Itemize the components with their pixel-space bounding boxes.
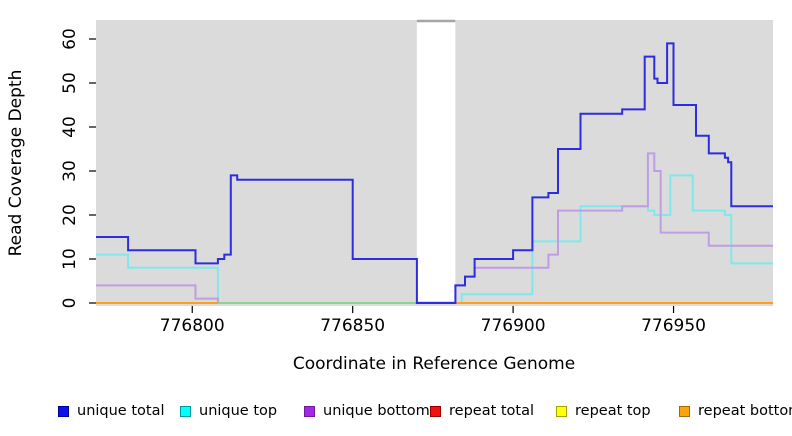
y-tick-label: 30 xyxy=(60,160,80,182)
legend-item-repeat-total: repeat total xyxy=(430,403,534,419)
series-unique-total xyxy=(96,42,773,304)
series-unique-top xyxy=(96,174,773,304)
y-axis-title: Read Coverage Depth xyxy=(6,69,26,257)
legend-item-unique-top: unique top xyxy=(180,403,277,419)
legend-label: repeat total xyxy=(449,403,535,419)
legend-item-unique-total: unique total xyxy=(58,403,165,419)
legend-item-repeat-top: repeat top xyxy=(556,403,651,419)
x-axis-title: Coordinate in Reference Genome xyxy=(292,354,576,374)
legend-label: repeat bottom xyxy=(698,403,792,419)
legend-label: unique top xyxy=(199,403,278,419)
y-tick-label: 40 xyxy=(60,116,80,138)
x-tick-label: 776950 xyxy=(641,316,706,336)
legend-label: unique bottom xyxy=(323,403,430,419)
x-tick-label: 776800 xyxy=(160,316,225,336)
legend-swatch-icon xyxy=(304,405,315,417)
legend-label: repeat top xyxy=(575,403,651,419)
legend-item-repeat-bottom: repeat bottom xyxy=(679,403,792,419)
y-tick-label: 50 xyxy=(60,72,80,94)
legend-swatch-icon xyxy=(180,405,191,417)
legend-label: unique total xyxy=(77,403,165,419)
legend-swatch-icon xyxy=(679,405,690,417)
x-tick-label: 776900 xyxy=(481,316,546,336)
y-tick-label: 20 xyxy=(60,204,80,226)
legend-swatch-icon xyxy=(430,405,441,417)
legend-swatch-icon xyxy=(58,405,69,417)
y-tick-label: 10 xyxy=(60,248,80,270)
y-tick-label: 60 xyxy=(60,28,80,50)
masked-region xyxy=(416,20,456,301)
y-tick-label: 0 xyxy=(60,298,80,309)
legend-swatch-icon xyxy=(556,405,567,417)
x-tick-label: 776850 xyxy=(320,316,385,336)
legend-item-unique-bottom: unique bottom xyxy=(304,403,430,419)
